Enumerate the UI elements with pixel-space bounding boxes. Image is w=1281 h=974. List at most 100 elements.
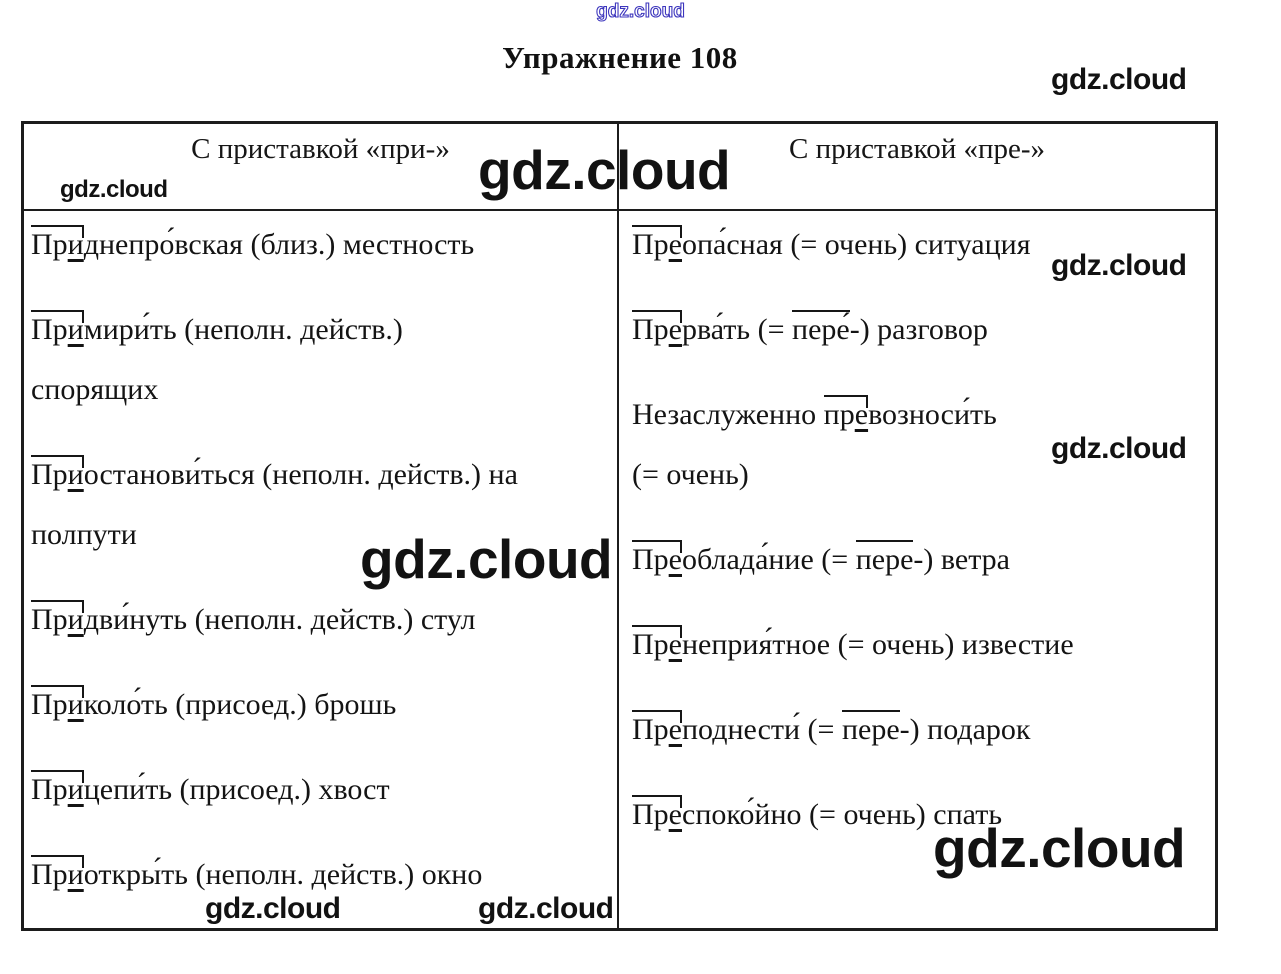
text-line: Приколо́ть (присоед.) брошь xyxy=(31,675,613,735)
marked-prefix: Пр xyxy=(31,455,68,491)
plain-text: поднести́ (= xyxy=(682,713,842,746)
watermark-right-row3: gdz.cloud xyxy=(1051,432,1187,465)
marked-prefix: Пр xyxy=(632,625,669,661)
marked-prefix: Пр xyxy=(632,225,669,261)
marked-prefix: и xyxy=(67,685,84,721)
text-line: Пренеприя́тное (= очень) известие xyxy=(632,615,1211,675)
watermark-header-left: gdz.cloud xyxy=(60,176,168,203)
text-line: Приостанови́ться (неполн. действ.) на xyxy=(31,445,613,505)
marked-prefix: и xyxy=(67,455,84,491)
text-line: Преопа́сная (= очень) ситуация xyxy=(632,215,1211,275)
plain-text: облада́ние (= xyxy=(682,543,856,576)
text-line: Придви́нуть (неполн. действ.) стул xyxy=(31,590,613,650)
word-entry: Прерва́ть (= пере́-) разговор xyxy=(632,300,1211,360)
text-line: Прерва́ть (= пере́-) разговор xyxy=(632,300,1211,360)
word-entry: Примири́ть (неполн. действ.) спорящих xyxy=(31,300,613,420)
plain-text: рва́ть (= xyxy=(682,313,793,346)
exercise-title: Упражнение 108 xyxy=(502,40,738,75)
marked-prefix: и xyxy=(67,770,84,806)
marked-prefix: и xyxy=(67,310,84,346)
plain-text: откры́ть (неполн. действ.) окно xyxy=(83,858,483,891)
plain-text: мири́ть (неполн. действ.) xyxy=(83,313,403,346)
marked-prefix: и xyxy=(67,855,84,891)
word-entry: Преоблада́ние (= пере-) ветра xyxy=(632,530,1211,590)
text-line: Приднепро́вская (близ.) местность xyxy=(31,215,613,275)
text-line: (= очень) xyxy=(632,445,1211,505)
watermark-bottom-left: gdz.cloud xyxy=(205,892,341,925)
plain-text: дви́нуть (неполн. действ.) стул xyxy=(83,603,476,636)
marked-prefix: е xyxy=(668,625,683,661)
marked-prefix: Пр xyxy=(31,225,68,261)
watermark-top-right: gdz.cloud xyxy=(1051,63,1187,96)
text-line: Примири́ть (неполн. действ.) xyxy=(31,300,613,360)
word-entry: Преспоко́йно (= очень) спать xyxy=(632,785,1211,845)
watermark-bottom-center: gdz.cloud xyxy=(478,892,614,925)
marked-prefix: Пр xyxy=(31,600,68,636)
column-pre-entries: Преопа́сная (= очень) ситуация Прерва́ть … xyxy=(619,211,1215,930)
plain-text: -) разговор xyxy=(849,313,988,346)
marked-prefix: и xyxy=(67,225,84,261)
plain-text: (= очень) xyxy=(632,458,749,491)
marked-prefix: Пр xyxy=(31,310,68,346)
marked-prefix: е xyxy=(668,540,683,576)
plain-text: -) подарок xyxy=(899,713,1031,746)
plain-text: полпути xyxy=(31,518,137,551)
text-line: Преподнести́ (= пере-) подарок xyxy=(632,700,1211,760)
marked-prefix: е xyxy=(668,710,683,746)
marked-prefix: Пр xyxy=(632,710,669,746)
plain-text: -) ветра xyxy=(913,543,1010,576)
marked-prefix: е xyxy=(668,310,683,346)
text-line: спорящих xyxy=(31,360,613,420)
text-line: Приоткры́ть (неполн. действ.) окно xyxy=(31,845,613,905)
text-line: полпути xyxy=(31,505,613,565)
text-line: Преспоко́йно (= очень) спать xyxy=(632,785,1211,845)
marked-prefix: Пр xyxy=(31,685,68,721)
plain-text: цепи́ть (присоед.) хвост xyxy=(83,773,390,806)
prefix-comparison-table: С приставкой «при-» С приставкой «пре-» … xyxy=(21,121,1218,931)
overlined-prefix: пере xyxy=(855,540,914,576)
text-line: Прицепи́ть (присоед.) хвост xyxy=(31,760,613,820)
plain-text: днепро́вская (близ.) местность xyxy=(83,228,475,261)
text-line: Преоблада́ние (= пере-) ветра xyxy=(632,530,1211,590)
word-entry: Придви́нуть (неполн. действ.) стул xyxy=(31,590,613,650)
plain-text: возноси́ть xyxy=(868,398,997,431)
plain-text: спорящих xyxy=(31,373,159,406)
word-entry: Преподнести́ (= пере-) подарок xyxy=(632,700,1211,760)
marked-prefix: Пр xyxy=(31,770,68,806)
watermark-header-big: gdz.cloud xyxy=(478,139,731,201)
word-entry: Преопа́сная (= очень) ситуация xyxy=(632,215,1211,275)
marked-prefix: Пр xyxy=(31,855,68,891)
word-entry: Приостанови́ться (неполн. действ.) на пол… xyxy=(31,445,613,565)
plain-text: неприя́тное (= очень) известие xyxy=(682,628,1074,661)
plain-text: споко́йно (= очень) спать xyxy=(682,798,1002,831)
marked-prefix: Пр xyxy=(632,310,669,346)
marked-prefix: и xyxy=(67,600,84,636)
word-entry: Незаслуженно превозноси́ть (= очень) xyxy=(632,385,1211,505)
marked-prefix: Пр xyxy=(632,540,669,576)
marked-prefix: е xyxy=(854,395,869,431)
column-pri-entries: Приднепро́вская (близ.) местность Примири… xyxy=(24,211,619,930)
watermark-right-row1: gdz.cloud xyxy=(1051,249,1187,282)
word-entry: Приколо́ть (присоед.) брошь xyxy=(31,675,613,735)
watermark-top-blue: gdz.cloud xyxy=(596,0,686,22)
plain-text: останови́ться (неполн. действ.) на xyxy=(83,458,518,491)
word-entry: Приоткры́ть (неполн. действ.) окно xyxy=(31,845,613,905)
plain-text: Незаслуженно xyxy=(632,398,824,431)
watermark-bottom-right: gdz.cloud xyxy=(933,817,1186,879)
word-entry: Прицепи́ть (присоед.) хвост xyxy=(31,760,613,820)
table-header-pri: С приставкой «при-» xyxy=(24,124,619,211)
marked-prefix: Пр xyxy=(632,795,669,831)
table-header-pre: С приставкой «пре-» xyxy=(619,124,1215,211)
marked-prefix: е xyxy=(668,225,683,261)
word-entry: Пренеприя́тное (= очень) известие xyxy=(632,615,1211,675)
marked-prefix: е xyxy=(668,795,683,831)
plain-text: коло́ть (присоед.) брошь xyxy=(83,688,397,721)
word-entry: Приднепро́вская (близ.) местность xyxy=(31,215,613,275)
marked-prefix: пр xyxy=(823,395,855,431)
overlined-prefix: пере xyxy=(841,710,900,746)
watermark-left-middle: gdz.cloud xyxy=(360,528,613,590)
text-line: Незаслуженно превозноси́ть xyxy=(632,385,1211,445)
overlined-prefix: пере́ xyxy=(792,310,850,346)
plain-text: опа́сная (= очень) ситуация xyxy=(682,228,1031,261)
